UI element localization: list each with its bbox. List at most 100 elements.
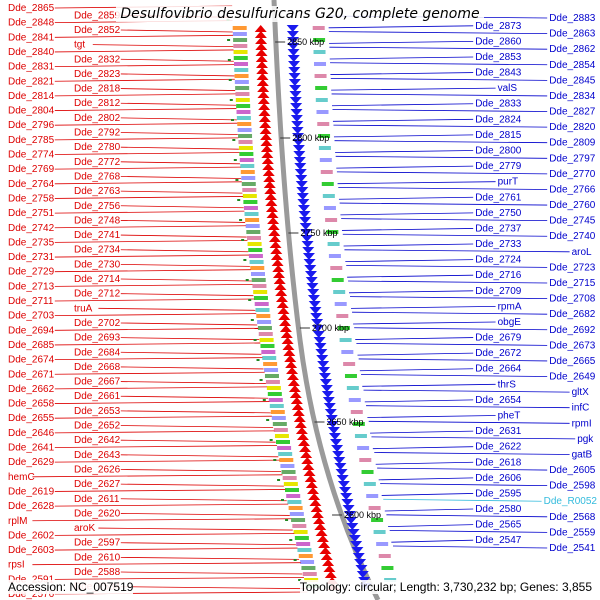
forward-gene-arrow	[286, 31, 299, 38]
forward-gene-arrow	[320, 385, 333, 392]
left-label-connector	[120, 132, 238, 135]
right-gene-label: Dde_2834	[549, 91, 596, 102]
cog-category-band	[278, 452, 293, 456]
forward-gene-arrow	[327, 427, 340, 434]
left-label-connector	[32, 474, 283, 478]
accession-info: Accession: NC_007519	[8, 580, 134, 594]
cog-category-band	[361, 470, 374, 474]
minor-tick	[243, 259, 247, 261]
cog-category-band	[254, 302, 269, 306]
right-label-connector	[339, 202, 548, 206]
forward-gene-arrow	[316, 355, 329, 362]
minor-tick	[256, 359, 260, 361]
right-gene-label: valS	[498, 83, 518, 94]
left-gene-label: Dde_2661	[74, 391, 121, 402]
forward-gene-arrow	[289, 97, 302, 104]
right-label-connector	[343, 243, 474, 247]
left-label-connector	[54, 5, 233, 9]
cog-category-band	[262, 356, 277, 360]
left-gene-label: Dde_2792	[74, 128, 121, 139]
right-label-connector	[333, 124, 548, 128]
cog-category-band	[253, 296, 268, 300]
forward-gene-arrow	[307, 295, 320, 302]
reverse-gene-arrow	[305, 481, 318, 488]
forward-gene-arrow	[300, 229, 313, 236]
right-gene-label: infC	[572, 403, 590, 414]
right-gene-label: Dde_2873	[475, 21, 522, 32]
reverse-gene-arrow	[258, 109, 271, 116]
left-label-connector	[120, 410, 271, 414]
left-gene-label: Dde_2730	[74, 259, 121, 270]
cog-category-band	[239, 152, 254, 156]
minor-tick	[226, 19, 230, 21]
right-gene-label: Dde_2815	[475, 130, 522, 141]
left-gene-label: Dde_2627	[74, 479, 121, 490]
left-label-connector	[54, 283, 253, 287]
cog-category-band	[288, 506, 303, 510]
forward-gene-arrow	[290, 115, 303, 122]
cog-category-band	[247, 242, 262, 246]
left-label-connector	[120, 14, 233, 18]
left-label-connector	[120, 366, 264, 370]
right-gene-label: gltX	[572, 387, 590, 398]
forward-gene-arrow	[317, 361, 330, 368]
reverse-gene-arrow	[293, 415, 306, 422]
reverse-gene-arrow	[257, 85, 270, 92]
cog-category-band	[272, 422, 287, 426]
minor-tick	[241, 239, 245, 241]
forward-gene-arrow	[288, 61, 301, 68]
minor-tick	[227, 39, 231, 41]
reverse-gene-arrow	[309, 499, 322, 506]
left-gene-label: Dde_2814	[8, 91, 55, 102]
right-gene-label: Dde_2709	[475, 286, 522, 297]
cog-category-band	[241, 176, 256, 180]
forward-gene-arrow	[309, 307, 322, 314]
right-label-connector	[381, 493, 474, 496]
right-label-connector	[344, 249, 570, 253]
right-label-connector	[366, 405, 570, 409]
right-gene-label: Dde_2745	[549, 216, 596, 227]
right-gene-label: Dde_2740	[549, 231, 596, 242]
right-label-connector	[332, 109, 548, 112]
right-gene-label: Dde_2679	[475, 333, 522, 344]
cog-category-band	[243, 200, 258, 204]
reverse-gene-arrow	[285, 361, 298, 368]
left-label-connector	[120, 102, 236, 106]
cog-category-band	[234, 80, 249, 84]
right-label-connector	[355, 337, 474, 340]
left-label-connector	[54, 327, 259, 331]
left-gene-label: Dde_2841	[8, 32, 55, 43]
cog-category-band	[266, 386, 281, 390]
left-gene-label: Dde_2619	[8, 486, 55, 497]
forward-gene-arrow	[348, 535, 361, 542]
cog-category-band	[233, 44, 248, 48]
reverse-gene-arrow	[270, 253, 283, 260]
cog-category-band	[366, 494, 379, 498]
right-label-connector	[384, 508, 474, 512]
left-gene-label: Dde_2668	[74, 362, 121, 373]
left-label-connector	[54, 386, 268, 390]
right-label-connector	[330, 77, 548, 81]
minor-tick	[233, 159, 237, 161]
cog-category-band	[257, 320, 272, 324]
left-gene-label: Dde_2769	[8, 164, 55, 175]
left-gene-label: Dde_2653	[74, 406, 121, 417]
left-gene-label: Dde_2667	[74, 377, 121, 388]
reverse-gene-arrow	[295, 427, 308, 434]
minor-tick	[293, 559, 297, 561]
left-label-connector	[54, 108, 237, 111]
left-label-connector	[54, 181, 242, 185]
right-label-connector	[375, 461, 474, 465]
left-label-connector	[54, 122, 238, 126]
reverse-gene-arrow	[254, 25, 267, 32]
forward-gene-arrow	[312, 331, 325, 338]
cog-category-band	[327, 242, 340, 246]
reverse-gene-arrow	[266, 211, 279, 218]
right-gene-label: aroL	[572, 247, 592, 258]
left-gene-label: Dde_2642	[74, 435, 121, 446]
reverse-gene-arrow	[323, 565, 336, 572]
minor-tick	[227, 59, 231, 61]
forward-gene-arrow	[319, 379, 332, 386]
reverse-gene-arrow	[268, 229, 281, 236]
